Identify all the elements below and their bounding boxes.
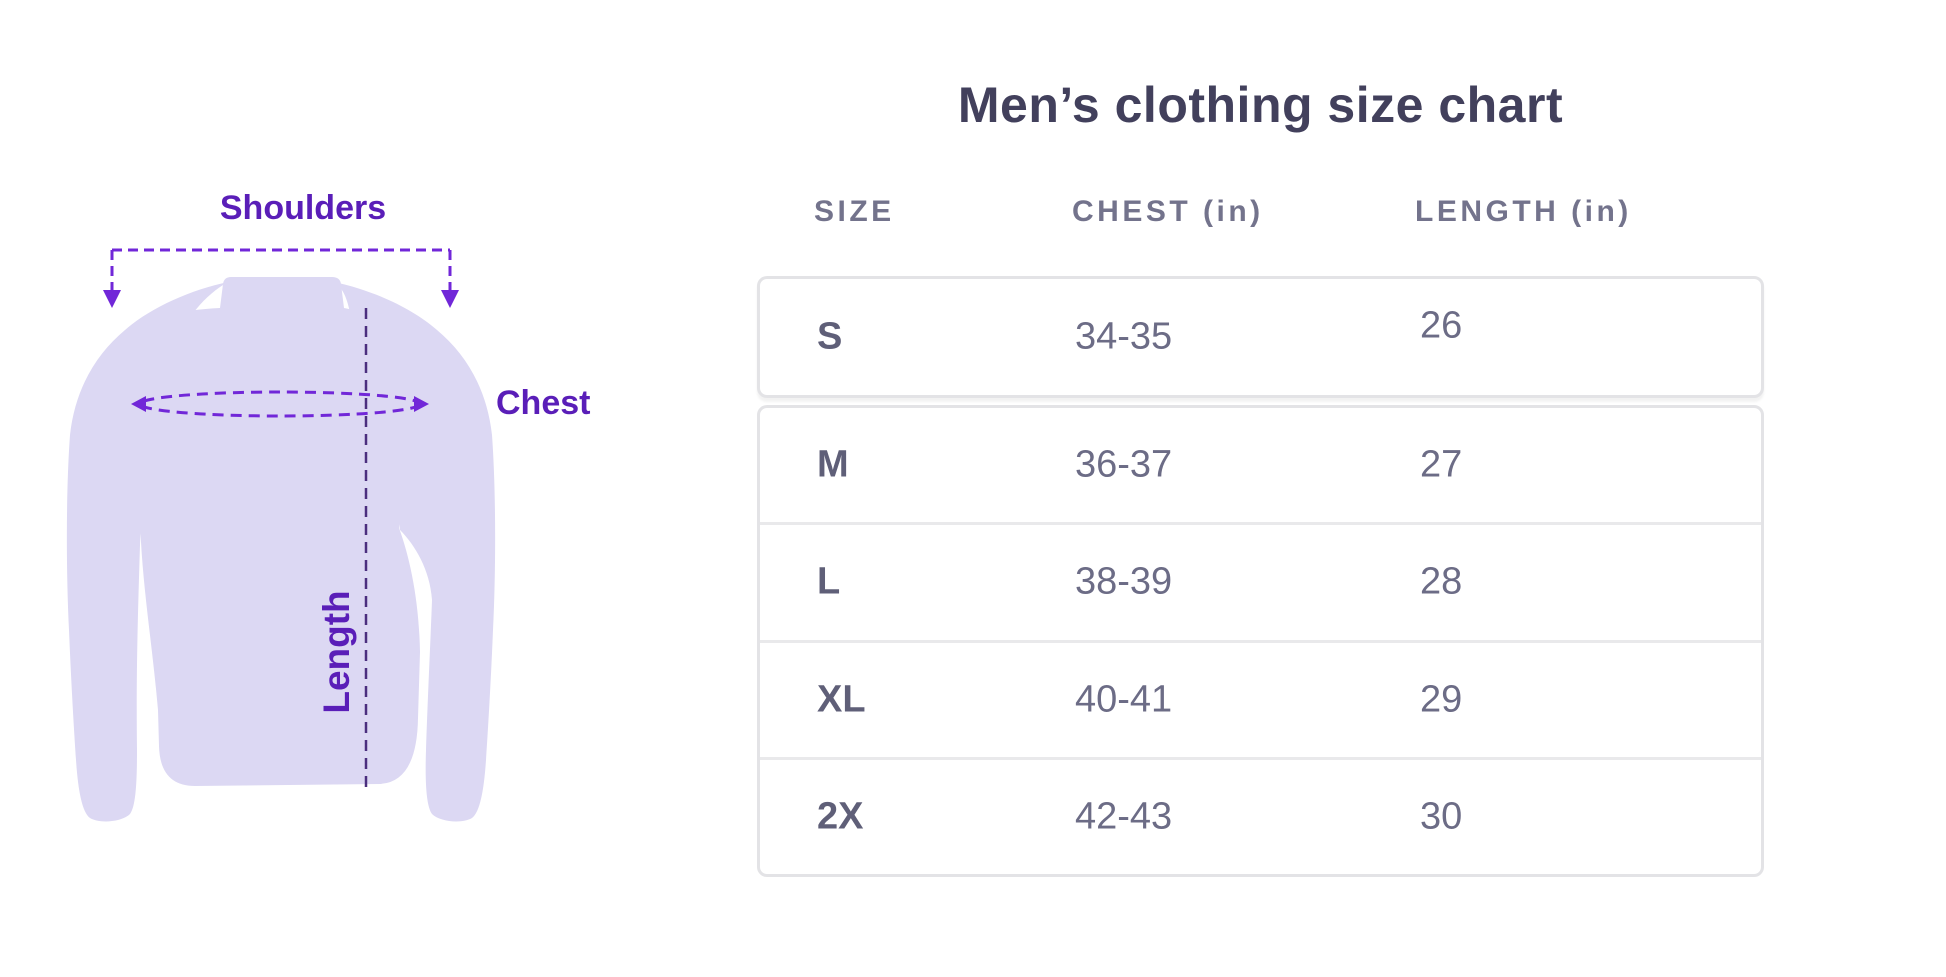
size-chart: Men’s clothing size chart SIZE CHEST (in…: [757, 0, 1764, 977]
table-row: L 38-39 28: [760, 522, 1761, 639]
row-length-value: 28: [1420, 560, 1463, 603]
row-length-value: 27: [1420, 443, 1463, 486]
row-length-value: 30: [1420, 795, 1463, 838]
column-header-length: LENGTH (in): [1415, 195, 1632, 228]
table-row: S 34-35 26: [760, 279, 1761, 395]
column-header-chest: CHEST (in): [1072, 195, 1264, 228]
shoulders-label: Shoulders: [219, 189, 387, 227]
size-chart-card-first-row: S 34-35 26: [757, 276, 1764, 398]
row-chest-value: 40-41: [1075, 678, 1173, 721]
size-chart-title: Men’s clothing size chart: [957, 77, 1564, 133]
row-size-value: 2X: [817, 795, 864, 838]
row-length-value: 26: [1420, 304, 1463, 347]
shirt-body-shape: [66, 277, 496, 822]
table-row: 2X 42-43 30: [760, 756, 1761, 874]
shoulders-measure-bracket: [110, 248, 452, 292]
chest-arrowheads: [131, 396, 429, 412]
size-chart-header-row: SIZE CHEST (in) LENGTH (in): [757, 195, 1764, 228]
chest-label: Chest: [496, 384, 591, 422]
size-chart-card-other-rows: M 36-37 27 L 38-39 28 XL 40-41 29 2X 42-…: [757, 405, 1764, 877]
shoulders-arrowheads: [103, 290, 459, 308]
table-row: XL 40-41 29: [760, 639, 1761, 757]
row-size-value: M: [817, 443, 849, 486]
row-size-value: XL: [817, 678, 866, 721]
row-chest-value: 34-35: [1075, 315, 1173, 358]
row-chest-value: 42-43: [1075, 795, 1173, 838]
row-chest-value: 38-39: [1075, 560, 1173, 603]
length-label: Length: [315, 590, 357, 714]
shirt-measurement-diagram: Shoulders Chest Length: [0, 0, 620, 977]
table-row: M 36-37 27: [760, 408, 1761, 522]
column-header-size: SIZE: [814, 195, 895, 228]
row-size-value: L: [817, 560, 841, 603]
row-size-value: S: [817, 315, 843, 358]
row-length-value: 29: [1420, 678, 1463, 721]
row-chest-value: 36-37: [1075, 443, 1173, 486]
shirt-illustration: [66, 248, 496, 822]
